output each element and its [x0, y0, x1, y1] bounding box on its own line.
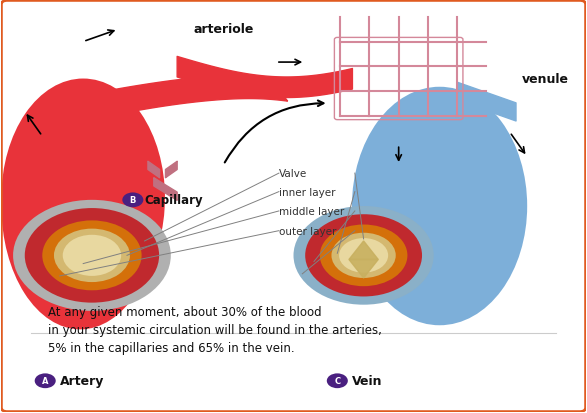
Polygon shape	[349, 260, 378, 278]
Circle shape	[294, 206, 434, 305]
Text: inner layer: inner layer	[279, 187, 335, 197]
Circle shape	[35, 373, 56, 388]
Circle shape	[327, 373, 348, 388]
Polygon shape	[48, 76, 288, 122]
Ellipse shape	[352, 88, 527, 325]
Circle shape	[63, 235, 121, 276]
Circle shape	[320, 225, 407, 287]
Circle shape	[122, 193, 143, 208]
Text: venule: venule	[521, 73, 568, 86]
Text: middle layer: middle layer	[279, 206, 344, 216]
Circle shape	[339, 238, 388, 273]
Ellipse shape	[1, 79, 165, 317]
Ellipse shape	[1, 83, 159, 330]
Text: Valve: Valve	[279, 169, 307, 179]
Text: Capillary: Capillary	[144, 194, 203, 207]
Text: B: B	[130, 196, 136, 205]
Text: outer layer: outer layer	[279, 226, 336, 236]
Circle shape	[54, 229, 130, 282]
Text: Artery: Artery	[60, 374, 104, 387]
Text: arteriole: arteriole	[193, 23, 254, 36]
Polygon shape	[349, 241, 378, 260]
Text: Vein: Vein	[352, 374, 382, 387]
Text: At any given moment, about 30% of the blood
in your systemic circulation will be: At any given moment, about 30% of the bl…	[48, 305, 382, 354]
Circle shape	[13, 200, 171, 311]
Text: C: C	[334, 376, 340, 385]
Circle shape	[42, 221, 141, 291]
Text: A: A	[42, 376, 49, 385]
Circle shape	[332, 233, 396, 278]
Circle shape	[305, 215, 422, 297]
Circle shape	[25, 209, 159, 303]
